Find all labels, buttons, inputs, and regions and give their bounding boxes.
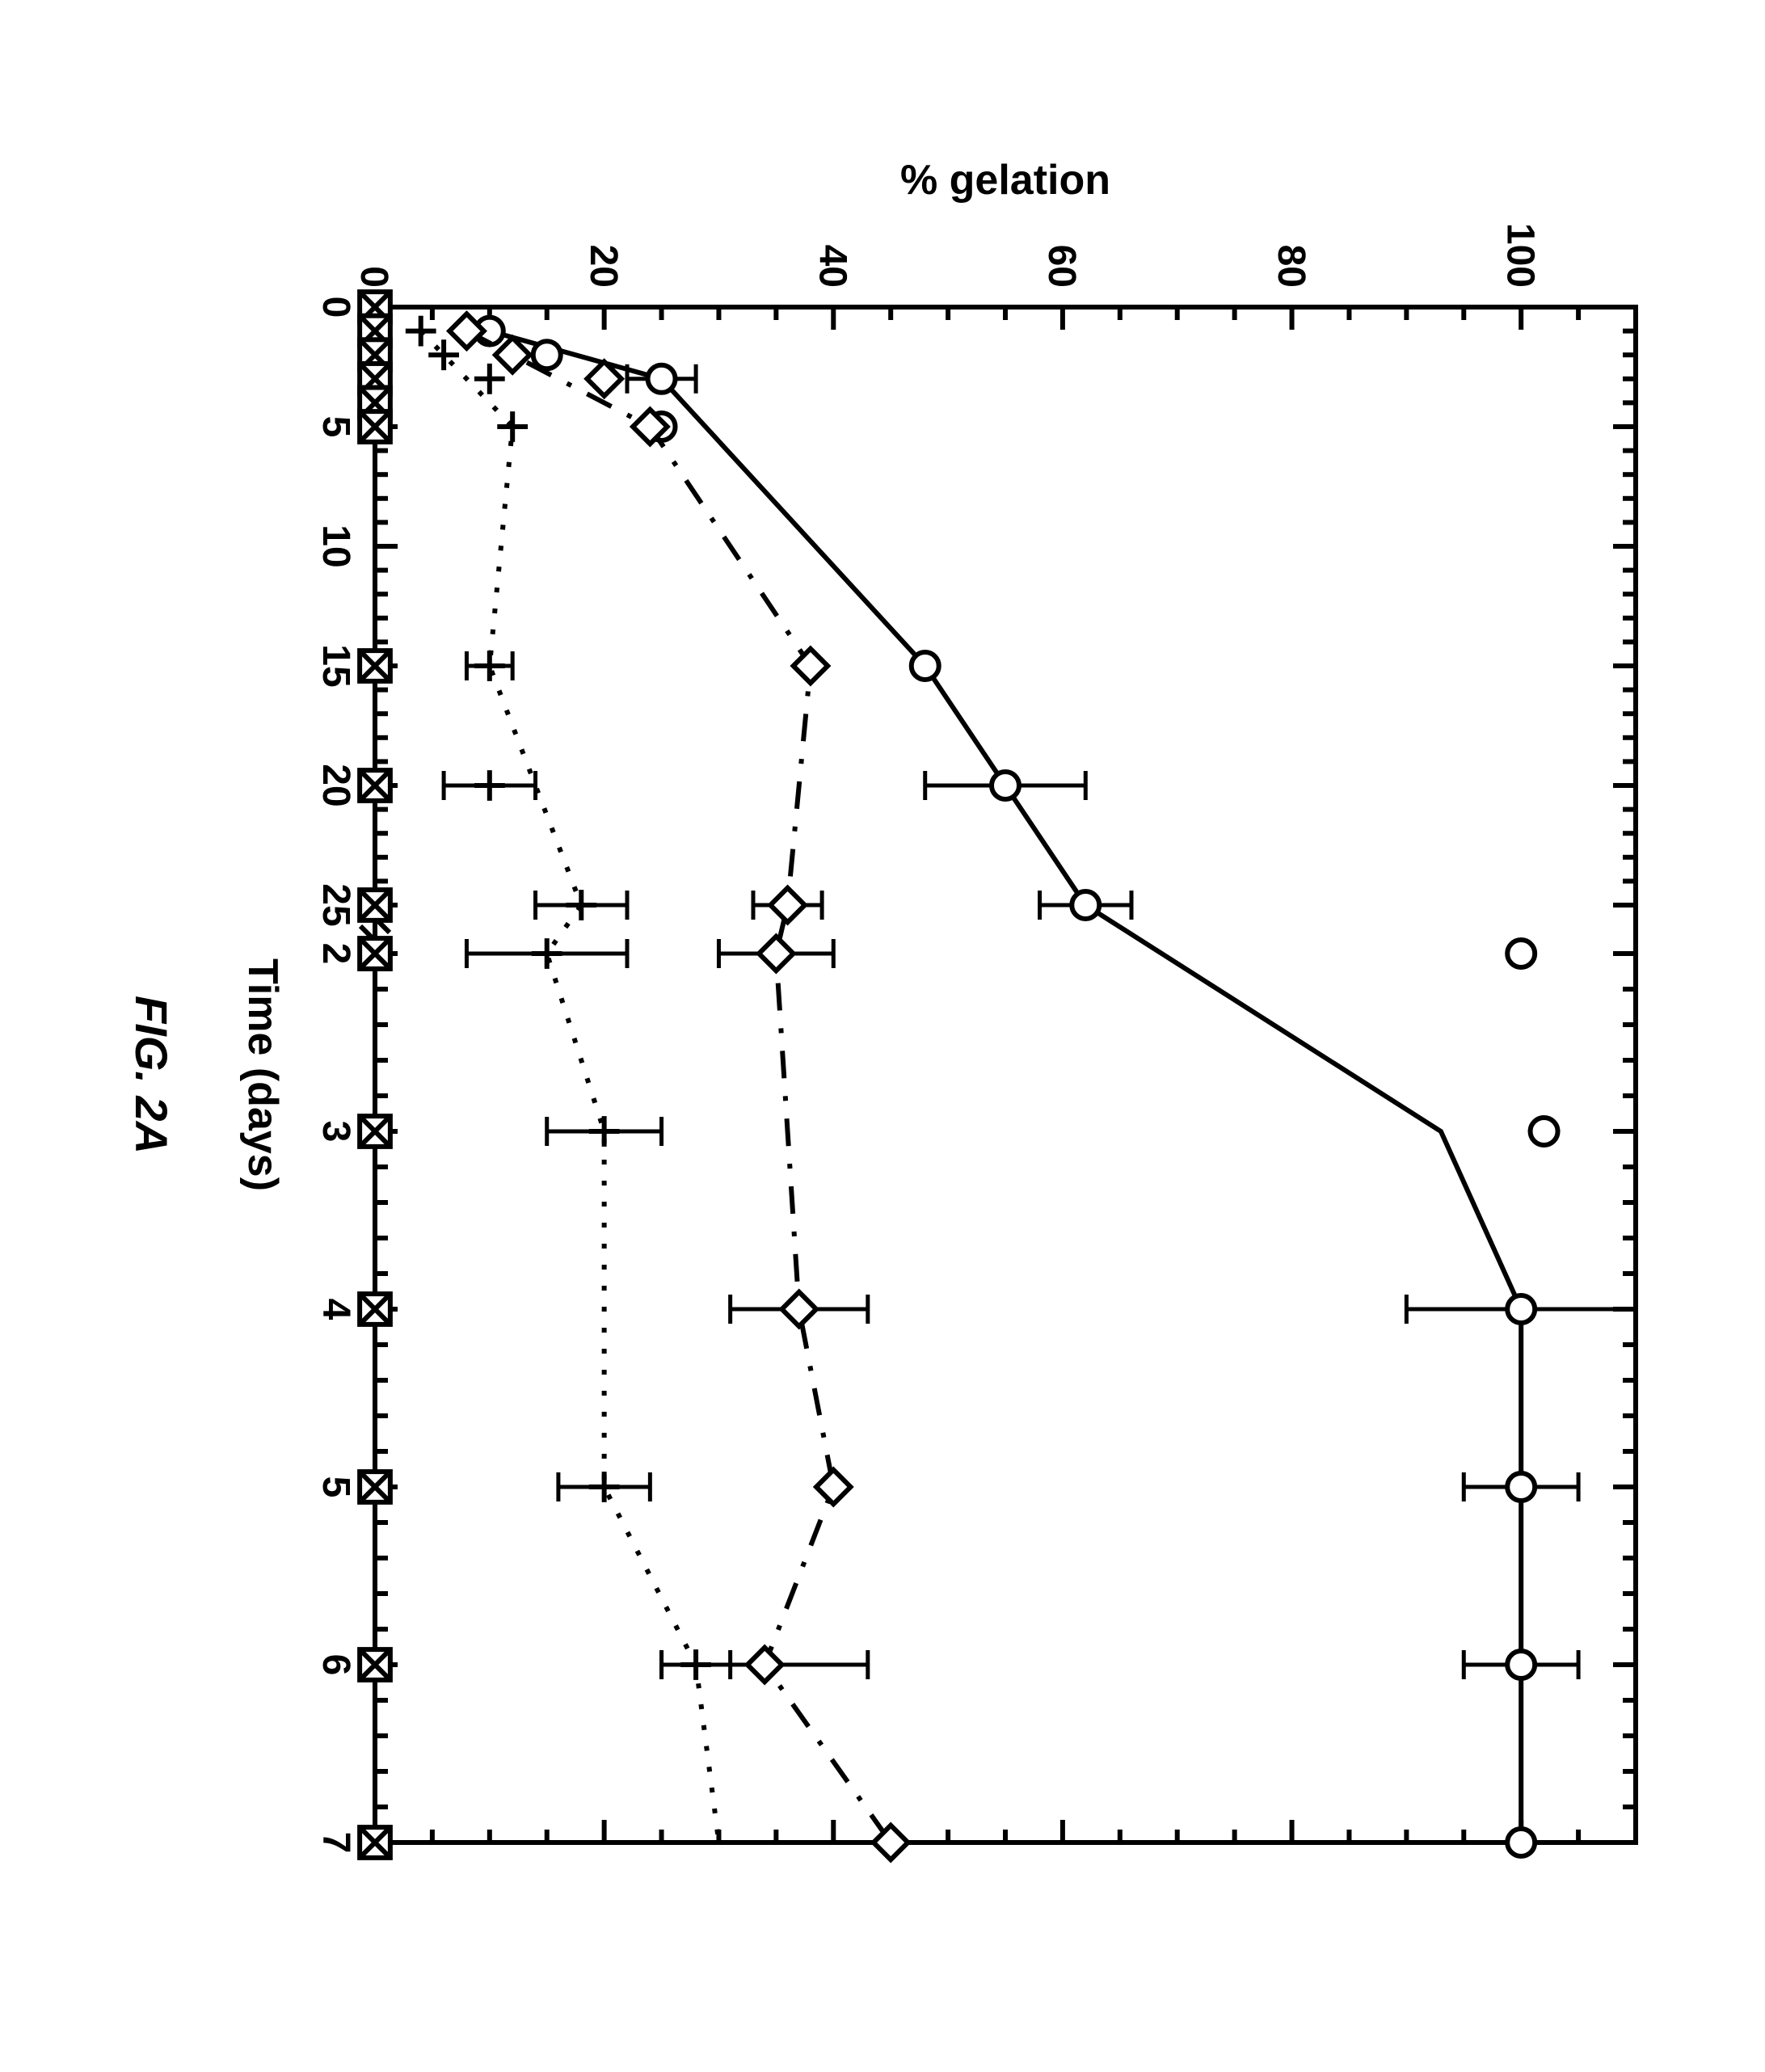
y-tick-label: 60 xyxy=(1040,245,1083,288)
marker-plus xyxy=(406,316,436,347)
x-tick-label: 5 xyxy=(314,1476,357,1498)
x-tick-label: 20 xyxy=(314,764,357,806)
y-tick-label: 100 xyxy=(1498,223,1541,288)
marker-circle xyxy=(1507,940,1535,967)
marker-plus xyxy=(474,364,505,394)
marker-diamond xyxy=(816,1470,851,1505)
x-tick-label: 3 xyxy=(314,1121,357,1143)
marker-boxcross xyxy=(360,770,390,801)
marker-circle xyxy=(533,341,561,368)
marker-boxcross xyxy=(360,890,390,920)
marker-diamond xyxy=(449,314,484,348)
marker-plus xyxy=(532,938,562,969)
x-tick-label: 15 xyxy=(314,644,357,687)
marker-plus xyxy=(428,339,459,370)
marker-circle xyxy=(1507,1829,1535,1856)
marker-diamond xyxy=(794,649,828,684)
marker-plus xyxy=(497,411,528,442)
marker-diamond xyxy=(781,1292,816,1327)
marker-circle xyxy=(1507,1651,1535,1678)
marker-plus xyxy=(589,1472,620,1502)
marker-plus xyxy=(566,890,596,920)
marker-diamond xyxy=(748,1648,782,1682)
marker-boxcross xyxy=(360,1649,390,1680)
y-tick-label: 0 xyxy=(352,266,395,288)
y-tick-label: 80 xyxy=(1270,245,1312,288)
marker-boxcross xyxy=(360,651,390,681)
marker-circle xyxy=(648,365,676,393)
y-tick-label: 40 xyxy=(811,245,853,288)
x-tick-label: 5 xyxy=(314,416,357,438)
marker-circle xyxy=(1531,1118,1558,1145)
marker-circle xyxy=(912,652,939,680)
marker-boxcross xyxy=(360,1116,390,1147)
marker-plus xyxy=(474,770,505,801)
marker-plus xyxy=(680,1649,711,1680)
marker-circle xyxy=(1507,1295,1535,1323)
y-axis-label: % gelation xyxy=(900,157,1110,204)
marker-circle xyxy=(1507,1473,1535,1501)
x-tick-label: 2 xyxy=(314,943,357,965)
marker-boxcross xyxy=(360,938,390,969)
gelation-chart: 0 20 40 60 80 100 0 5 10 15 20 25 2 3 4 5 6 7 Time (days)%… xyxy=(0,0,1765,2072)
marker-diamond xyxy=(759,937,794,971)
x-tick-label: 25 xyxy=(314,883,357,926)
marker-plus xyxy=(474,651,505,681)
marker-diamond xyxy=(770,888,805,923)
x-tick-label: 7 xyxy=(314,1832,357,1854)
y-tick-label: 20 xyxy=(582,245,625,288)
marker-circle xyxy=(992,772,1019,799)
marker-boxcross xyxy=(360,1827,390,1858)
x-tick-label: 10 xyxy=(314,524,357,567)
marker-plus xyxy=(589,1116,620,1147)
figure-caption: FIG. 2A xyxy=(126,996,177,1154)
marker-boxcross xyxy=(360,1472,390,1502)
marker-circle xyxy=(1072,891,1099,919)
x-axis-label: Time (days) xyxy=(239,958,286,1191)
series-line-plus-dotted xyxy=(421,331,719,1842)
series-line-circle-solid xyxy=(490,331,1521,1842)
marker-diamond xyxy=(874,1826,908,1860)
marker-boxcross xyxy=(360,411,390,442)
x-tick-label: 6 xyxy=(314,1654,357,1676)
page-root: 0 20 40 60 80 100 0 5 10 15 20 25 2 3 4 5 6 7 Time (days)%… xyxy=(0,0,1765,2072)
x-tick-label: 0 xyxy=(314,297,357,318)
marker-boxcross xyxy=(360,1294,390,1324)
x-tick-label: 4 xyxy=(314,1299,357,1320)
